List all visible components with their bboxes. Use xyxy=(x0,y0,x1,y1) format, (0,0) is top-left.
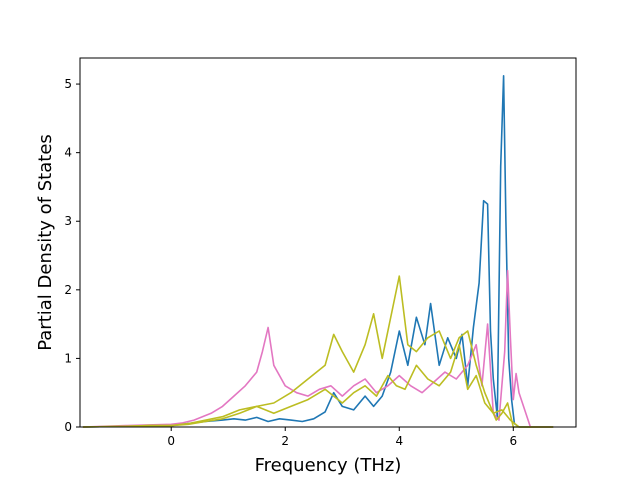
x-tick-label: 6 xyxy=(509,434,517,448)
y-tick-label: 2 xyxy=(64,283,72,297)
x-tick-label: 4 xyxy=(395,434,403,448)
series-line-4 xyxy=(82,343,554,428)
series-line-1 xyxy=(82,75,554,428)
x-tick-label: 0 xyxy=(167,434,175,448)
y-tick-label: 0 xyxy=(64,420,72,434)
y-tick-label: 4 xyxy=(64,146,72,160)
x-tick-label: 2 xyxy=(281,434,289,448)
y-tick-label: 5 xyxy=(64,77,72,91)
y-axis-ticks: 0 1 2 3 4 5 xyxy=(64,77,80,434)
series-layer xyxy=(82,75,554,428)
y-axis-label: Partial Density of States xyxy=(35,134,56,351)
plot-frame xyxy=(79,57,577,428)
y-tick-label: 3 xyxy=(64,214,72,228)
y-tick-label: 1 xyxy=(64,351,72,365)
series-line-2 xyxy=(82,269,554,428)
x-axis-label: Frequency (THz) xyxy=(255,455,402,476)
x-axis-ticks: 0 2 4 6 xyxy=(167,427,517,448)
series-line-3 xyxy=(82,275,554,428)
